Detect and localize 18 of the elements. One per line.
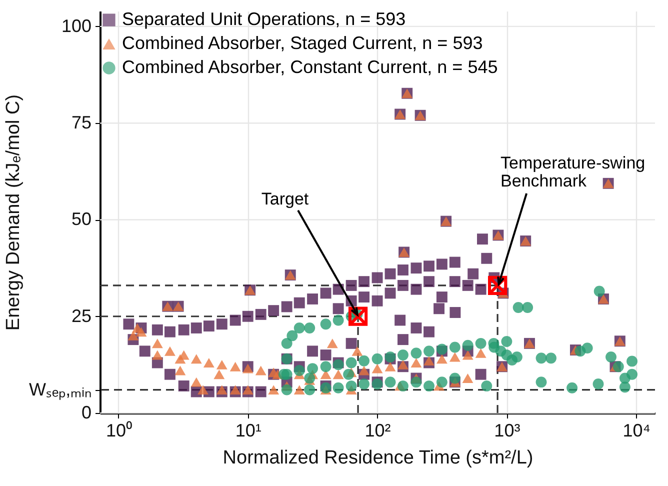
x-tick-label: 10³: [494, 420, 520, 440]
y-tick-label: 100: [61, 16, 92, 36]
x-tick-label: 10¹: [235, 420, 262, 440]
legend-label: Combined Absorber, Constant Current, n = 545: [122, 57, 498, 77]
y-tick-label: 0: [81, 402, 92, 422]
legend-label: Combined Absorber, Staged Current, n = 593: [122, 33, 483, 53]
x-axis-title: Normalized Residence Time (s*m²/L): [222, 448, 534, 468]
y-tick-label: 50: [71, 209, 92, 230]
y-tick-label: Wₛₑₚ,ₘᵢₙ: [28, 379, 92, 400]
x-tick-label: 10²: [364, 420, 391, 440]
annotation: Temperature-swing Benchmark: [500, 153, 646, 190]
y-tick-label: 25: [71, 306, 92, 326]
legend-label: Separated Unit Operations, n = 593: [122, 9, 406, 29]
x-tick-label: 10⁰: [106, 420, 132, 440]
y-tick-label: 75: [71, 112, 92, 133]
y-axis-title: Energy Demand (kJₑ/mol C): [2, 94, 24, 331]
x-tick-label: 10⁴: [622, 420, 650, 440]
annotation: Target: [261, 189, 309, 208]
